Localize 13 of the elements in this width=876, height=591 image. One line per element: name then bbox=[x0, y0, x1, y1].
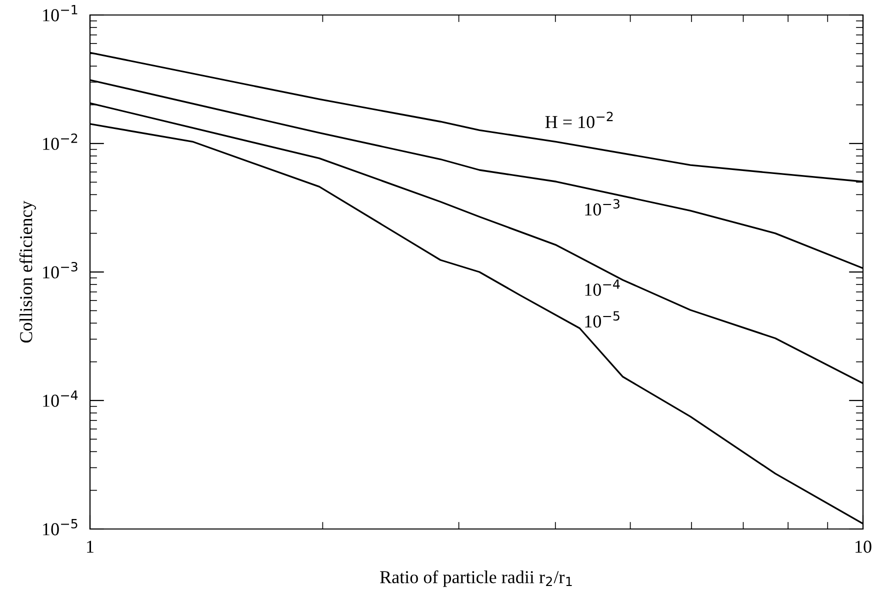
y-tick-label: 10$^{−5}$ bbox=[43, 519, 78, 536]
x-tick-label: 10 bbox=[856, 540, 872, 553]
series-label: 10$^{−4}$ bbox=[585, 280, 620, 296]
y-tick-label: 10$^{−4}$ bbox=[43, 390, 78, 407]
series-label: 10$^{−3}$ bbox=[585, 199, 620, 216]
y-tick-label: 10$^{−3}$ bbox=[43, 262, 78, 278]
y-tick-label: 10$^{−1}$ bbox=[43, 5, 78, 22]
y-axis-title: Collision efficiency bbox=[19, 200, 36, 343]
x-tick-label: 1 bbox=[87, 540, 94, 553]
series-label: H = 10$^{−2}$ bbox=[545, 112, 613, 128]
y-tick-label: 10$^{−2}$ bbox=[43, 133, 78, 150]
x-axis-title: Ratio of particle radii r$_{2}$/r$_{1}$ bbox=[380, 570, 572, 587]
series-label: 10$^{−5}$ bbox=[585, 311, 620, 328]
